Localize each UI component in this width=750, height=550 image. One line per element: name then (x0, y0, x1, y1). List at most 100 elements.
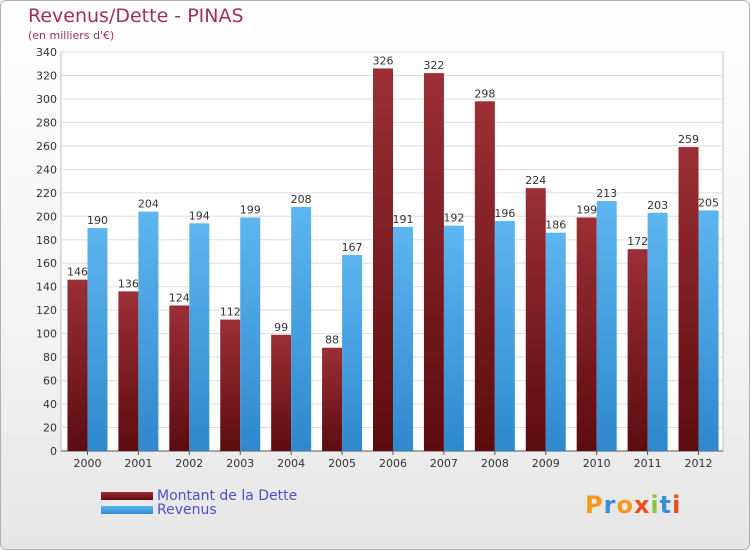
chart-subtitle: (en milliers d'€) (28, 29, 115, 42)
legend-swatch-revenus (101, 506, 153, 514)
y-tick-label: 320 (36, 69, 57, 82)
y-tick-label: 0 (50, 445, 57, 458)
y-tick-label: 200 (36, 210, 57, 223)
data-label-debt: 298 (474, 87, 495, 100)
bar-revenus (647, 212, 668, 451)
bar-debt (67, 279, 88, 451)
bar-debt (474, 101, 495, 451)
data-label-revenus: 191 (393, 213, 414, 226)
data-label-debt: 146 (67, 266, 88, 279)
data-label-revenus: 190 (87, 214, 108, 227)
y-tick-label: 240 (36, 163, 57, 176)
data-label-revenus: 213 (596, 187, 617, 200)
data-label-revenus: 204 (138, 198, 159, 211)
y-tick-label: 60 (43, 375, 57, 388)
data-label-revenus: 186 (545, 219, 566, 232)
bar-revenus (87, 228, 108, 451)
bar-debt (271, 334, 292, 451)
data-label-revenus: 205 (698, 196, 719, 209)
proxiti-logo-letter: x (633, 491, 651, 519)
y-tick-label: 180 (36, 234, 57, 247)
data-label-revenus: 208 (291, 193, 312, 206)
y-tick-label: 260 (36, 140, 57, 153)
x-tick-label: 2003 (226, 457, 254, 470)
legend-item-revenus: Revenus (101, 502, 217, 518)
x-tick-label: 2000 (73, 457, 101, 470)
data-label-debt: 322 (423, 59, 444, 72)
y-tick-label: 20 (43, 422, 57, 435)
data-label-debt: 172 (627, 235, 648, 248)
x-tick-label: 2002 (175, 457, 203, 470)
proxiti-logo-letter: P (585, 491, 604, 519)
bar-revenus (138, 211, 159, 451)
x-tick-label: 2010 (583, 457, 611, 470)
data-label-revenus: 196 (494, 207, 515, 220)
proxiti-logo-letter: i (672, 491, 682, 519)
y-tick-label: 100 (36, 328, 57, 341)
proxiti-logo-letter: r (603, 491, 617, 519)
data-label-debt: 224 (525, 174, 546, 187)
proxiti-logo: Proxiti (585, 491, 681, 519)
x-tick-label: 2008 (481, 457, 509, 470)
legend-label-revenus: Revenus (157, 502, 217, 518)
y-tick-label: 80 (43, 351, 57, 364)
y-tick-label: 300 (36, 93, 57, 106)
proxiti-logo-letter: t (659, 491, 673, 519)
proxiti-logo-letter: i (650, 491, 660, 519)
data-label-debt: 99 (274, 321, 288, 334)
legend-label-debt: Montant de la Dette (157, 488, 298, 504)
bar-debt (525, 188, 546, 452)
bar-revenus (240, 217, 261, 451)
proxiti-logo-letter: o (616, 491, 634, 519)
bar-revenus (342, 255, 363, 451)
bar-debt (678, 147, 699, 451)
y-tick-label: 120 (36, 304, 57, 317)
legend-swatch-debt (101, 492, 153, 500)
data-label-revenus: 194 (189, 209, 210, 222)
x-tick-label: 2009 (532, 457, 560, 470)
chart-title: Revenus/Dette - PINAS (28, 5, 244, 27)
bar-debt (576, 217, 597, 451)
bar-revenus (596, 201, 617, 451)
data-label-revenus: 167 (342, 241, 363, 254)
bar-revenus (698, 210, 719, 451)
x-tick-label: 2001 (124, 457, 152, 470)
data-label-revenus: 203 (647, 199, 668, 212)
x-tick-label: 2005 (328, 457, 356, 470)
bar-debt (423, 73, 444, 451)
x-tick-label: 2007 (430, 457, 458, 470)
bar-revenus (494, 220, 515, 451)
x-tick-label: 2006 (379, 457, 407, 470)
data-label-debt: 326 (373, 54, 394, 67)
bar-debt (118, 291, 139, 451)
data-label-revenus: 199 (240, 203, 261, 216)
y-tick-label: 160 (36, 257, 57, 270)
y-tick-label: 340 (36, 46, 57, 59)
y-tick-label: 220 (36, 187, 57, 200)
x-tick-label: 2011 (634, 457, 662, 470)
x-tick-label: 2012 (685, 457, 713, 470)
y-tick-label: 280 (36, 116, 57, 129)
bar-revenus (443, 225, 464, 451)
data-label-debt: 124 (169, 291, 190, 304)
bar-revenus (545, 232, 566, 451)
bar-debt (373, 68, 393, 451)
bar-revenus (291, 206, 312, 451)
data-label-debt: 88 (325, 334, 339, 347)
bar-revenus (393, 226, 413, 451)
bar-debt (627, 249, 648, 451)
bar-debt (169, 305, 190, 451)
data-label-revenus: 192 (443, 212, 464, 225)
data-label-debt: 136 (118, 277, 139, 290)
y-tick-label: 40 (43, 398, 57, 411)
x-tick-label: 2004 (277, 457, 305, 470)
y-tick-label: 140 (36, 281, 57, 294)
bar-debt (220, 319, 241, 451)
data-label-debt: 112 (220, 306, 241, 319)
data-label-debt: 199 (576, 203, 597, 216)
bar-debt (322, 347, 343, 451)
bar-revenus (189, 223, 210, 451)
data-label-debt: 259 (678, 133, 699, 146)
